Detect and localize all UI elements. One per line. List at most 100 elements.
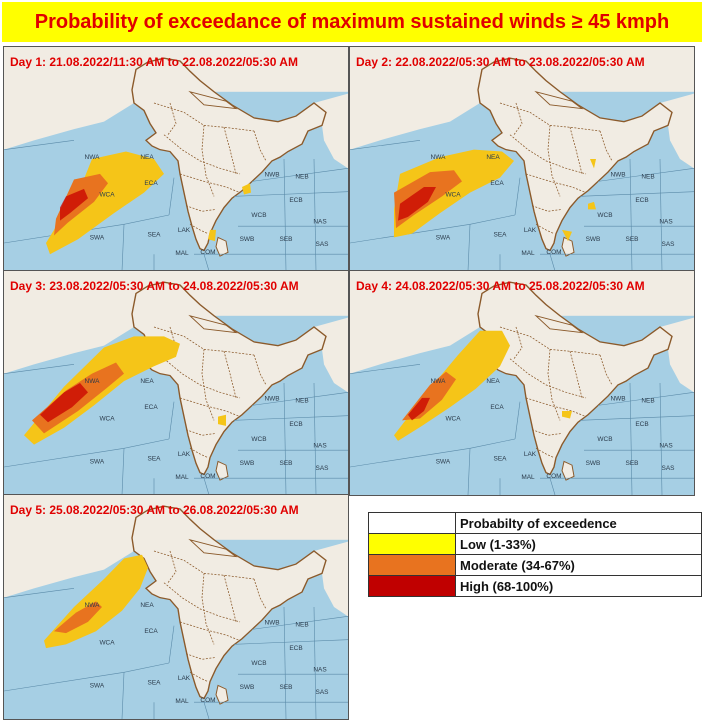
state-boundary	[179, 621, 241, 641]
region-label-wca: WCA	[99, 640, 115, 647]
state-boundary	[535, 448, 555, 459]
region-label-mal: MAL	[521, 250, 535, 257]
sea-area-boundary	[251, 168, 348, 182]
state-boundary	[569, 127, 583, 175]
sea-area-boundary	[4, 588, 75, 598]
panel-date-label: Day 2: 22.08.2022/05:30 AM to 23.08.2022…	[356, 55, 645, 69]
region-label-nas: NAS	[313, 443, 326, 450]
region-label-wcb: WCB	[597, 212, 612, 219]
panel-date-label: Day 3: 23.08.2022/05:30 AM to 24.08.2022…	[10, 279, 299, 293]
nepal-outline	[188, 314, 238, 334]
swath-low-patches	[218, 414, 226, 426]
region-label-nas: NAS	[659, 443, 672, 450]
state-boundary	[535, 224, 555, 235]
state-boundary	[201, 573, 215, 645]
swath-high	[40, 383, 88, 423]
region-label-sas: SAS	[662, 465, 675, 472]
region-label-com: COM	[200, 249, 215, 256]
sea-area-boundary	[629, 382, 633, 495]
region-label-swa: SWA	[90, 682, 105, 689]
sea-area-boundary	[514, 401, 521, 440]
region-label-wcb: WCB	[251, 660, 266, 667]
state-boundary	[569, 351, 583, 399]
region-label-nas: NAS	[313, 219, 326, 226]
swath-high	[398, 187, 436, 221]
state-boundary	[509, 134, 587, 175]
sea-area-boundary	[659, 158, 663, 271]
region-label-sea: SEA	[148, 680, 162, 687]
sea-area-boundary	[121, 672, 125, 719]
region-label-neb: NEB	[295, 622, 308, 629]
region-label-mal: MAL	[175, 474, 189, 481]
state-boundary	[509, 358, 587, 399]
region-label-ecb: ECB	[289, 645, 302, 652]
region-label-nea: NEA	[140, 602, 154, 609]
legend-header-swatch	[368, 512, 456, 534]
region-label-seb: SEB	[626, 236, 639, 243]
sea-area-boundary	[168, 625, 175, 664]
sea-area-boundary	[203, 702, 210, 719]
sea-area-boundary	[121, 448, 125, 495]
legend-title: Probabilty of exceedence	[455, 512, 702, 534]
region-label-nwb: NWB	[264, 396, 279, 403]
map-panel-day-2: NWA NEA ECA WCA SWA SEA LAK COM MAL SWB NWB NEB WCB E…	[349, 46, 695, 272]
panel-date-label: Day 5: 25.08.2022/05:30 AM to 26.08.2022…	[10, 503, 299, 517]
india-outline	[477, 281, 673, 476]
region-label-wca: WCA	[445, 416, 461, 423]
map-svg: NWA NEA ECA WCA SWA SEA LAK COM MAL SWB NWB NEB WCB E…	[4, 495, 348, 719]
map-svg: NWA NEA ECA WCA SWA SEA LAK COM MAL SWB NWB NEB WCB E…	[350, 47, 694, 271]
sea-area-boundary	[629, 158, 633, 271]
region-label-eca: ECA	[144, 404, 158, 411]
sea-area-boundary	[514, 177, 521, 216]
sea-area-boundary	[168, 401, 175, 440]
nepal-outline	[534, 90, 584, 110]
region-label-ecb: ECB	[635, 421, 648, 428]
region-label-wca: WCA	[99, 192, 115, 199]
sea-area-boundary	[4, 662, 170, 692]
legend: Probabilty of exceedence Low (1-33%) Mod…	[368, 512, 702, 597]
panel-date-label: Day 4: 24.08.2022/05:30 AM to 25.08.2022…	[356, 279, 645, 293]
land-myanmar	[660, 93, 694, 169]
region-label-nwb: NWB	[610, 172, 625, 179]
state-boundary	[223, 575, 237, 623]
sea-area-boundary	[168, 177, 175, 216]
state-boundary	[525, 173, 587, 193]
legend-header-row: Probabilty of exceedence	[368, 512, 702, 534]
sea-area-boundary	[350, 214, 516, 244]
swath-low	[46, 151, 164, 255]
sea-area-boundary	[121, 224, 125, 271]
region-label-neb: NEB	[641, 174, 654, 181]
state-boundary	[253, 130, 267, 162]
sea-area-boundary	[233, 415, 348, 421]
swath-high	[408, 397, 430, 421]
land-arabia	[4, 271, 148, 374]
region-label-nea: NEA	[140, 378, 154, 385]
region-label-sea: SEA	[494, 456, 508, 463]
land-myanmar	[314, 541, 348, 617]
legend-label-low: Low (1-33%)	[455, 533, 702, 555]
state-boundary	[599, 130, 613, 162]
sea-area-boundary	[313, 158, 317, 271]
state-boundary	[167, 550, 177, 583]
sea-area-boundary	[233, 191, 348, 197]
state-boundary	[547, 349, 561, 421]
swath-moderate	[54, 601, 102, 634]
sea-area-boundary	[579, 191, 694, 197]
map-panel-day-4: NWA NEA ECA WCA SWA SEA LAK COM MAL SWB NWB NEB WCB E…	[349, 270, 695, 496]
sea-area-boundary	[251, 616, 348, 630]
state-boundary	[163, 358, 241, 399]
region-label-lak: LAK	[524, 227, 537, 234]
region-label-wcb: WCB	[251, 436, 266, 443]
region-label-com: COM	[546, 473, 561, 480]
map-panel-day-5: NWA NEA ECA WCA SWA SEA LAK COM MAL SWB NWB NEB WCB E…	[3, 494, 349, 720]
map-svg: NWA NEA ECA WCA SWA SEA LAK COM MAL SWB NWB NEB WCB E…	[350, 271, 694, 495]
region-label-swb: SWB	[240, 236, 255, 243]
legend-label-moderate: Moderate (34-67%)	[455, 554, 702, 576]
region-label-nwa: NWA	[431, 378, 447, 385]
region-label-nwb: NWB	[610, 396, 625, 403]
nepal-outline	[534, 314, 584, 334]
legend-swatch-low	[368, 533, 456, 555]
legend-swatch-high	[368, 575, 456, 597]
region-label-lak: LAK	[524, 451, 537, 458]
region-label-ecb: ECB	[635, 197, 648, 204]
